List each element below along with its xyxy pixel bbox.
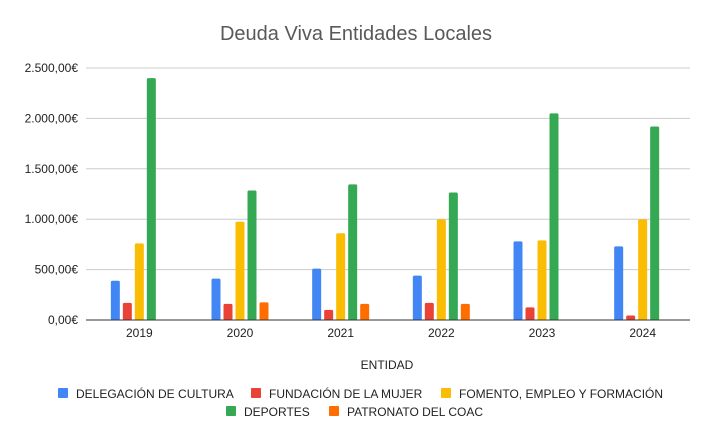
bar-deportes-2024 [650, 126, 660, 321]
legend-label: FOMENTO, EMPLEO Y FORMACIÓN [459, 386, 663, 401]
bar-fundación-de-la-mujer-2020 [223, 303, 233, 320]
x-axis-title: ENTIDAD [361, 358, 414, 372]
gridlines [86, 67, 690, 271]
legend-label: PATRONATO DEL COAC [347, 405, 483, 419]
bar-fundación-de-la-mujer-2023 [525, 307, 535, 320]
y-tick-label: 500,00€ [35, 263, 79, 277]
x-axis-ticks: 2019 2020 2021 2022 2023 2024 [126, 326, 656, 340]
x-tick-label: 2019 [126, 326, 153, 340]
bar-deportes-2020 [247, 190, 257, 320]
legend-label: FUNDACIÓN DE LA MUJER [269, 386, 423, 401]
bar-deportes-2022 [448, 192, 458, 320]
x-tick-label: 2024 [629, 326, 656, 340]
x-tick-label: 2023 [529, 326, 556, 340]
legend: DELEGACIÓN DE CULTURA FUNDACIÓN DE LA MUJ… [58, 386, 663, 419]
bar-delegación-de-cultura-2020 [211, 278, 221, 320]
legend-swatch [58, 388, 68, 398]
x-tick-label: 2021 [327, 326, 354, 340]
y-tick-label: 2.500,00€ [25, 61, 79, 75]
y-tick-label: 2.000,00€ [25, 111, 79, 125]
legend-label: DELEGACIÓN DE CULTURA [76, 386, 234, 401]
bar-fundación-de-la-mujer-2024 [626, 315, 636, 320]
bar-deportes-2023 [549, 113, 559, 320]
bar-fundación-de-la-mujer-2019 [122, 302, 132, 320]
bar-delegación-de-cultura-2021 [312, 268, 322, 320]
legend-label: DEPORTES [244, 405, 310, 419]
x-tick-label: 2022 [428, 326, 455, 340]
bar-fomento-empleo-y-formación-2021 [336, 233, 346, 320]
y-tick-label: 1.500,00€ [25, 162, 79, 176]
bar-delegación-de-cultura-2023 [513, 241, 523, 320]
bar-deportes-2019 [146, 78, 156, 320]
legend-swatch [226, 406, 236, 416]
bar-patronato-del-coac-2022 [460, 303, 470, 320]
bar-fomento-empleo-y-formación-2024 [638, 219, 648, 320]
bar-fomento-empleo-y-formación-2020 [235, 221, 245, 320]
bar-delegación-de-cultura-2022 [412, 275, 422, 320]
y-tick-label: 0,00€ [48, 313, 78, 327]
legend-swatch [329, 406, 339, 416]
legend-swatch [251, 388, 261, 398]
x-tick-label: 2020 [227, 326, 254, 340]
bar-fomento-empleo-y-formación-2022 [436, 219, 446, 320]
bar-fomento-empleo-y-formación-2019 [134, 243, 144, 320]
bar-fomento-empleo-y-formación-2023 [537, 240, 547, 320]
bar-patronato-del-coac-2021 [360, 303, 370, 320]
bar-fundación-de-la-mujer-2021 [324, 309, 334, 320]
bars [110, 78, 660, 321]
y-axis-ticks: 0,00€ 500,00€ 1.000,00€ 1.500,00€ 2.000,00€ 2… [25, 61, 79, 327]
bar-patronato-del-coac-2020 [259, 302, 269, 320]
legend-swatch [441, 388, 451, 398]
bar-delegación-de-cultura-2019 [110, 280, 120, 320]
y-tick-label: 1.000,00€ [25, 212, 79, 226]
bar-delegación-de-cultura-2024 [614, 246, 624, 320]
bar-fundación-de-la-mujer-2022 [424, 302, 434, 320]
chart-title: Deuda Viva Entidades Locales [220, 23, 492, 45]
bar-deportes-2021 [348, 184, 358, 320]
